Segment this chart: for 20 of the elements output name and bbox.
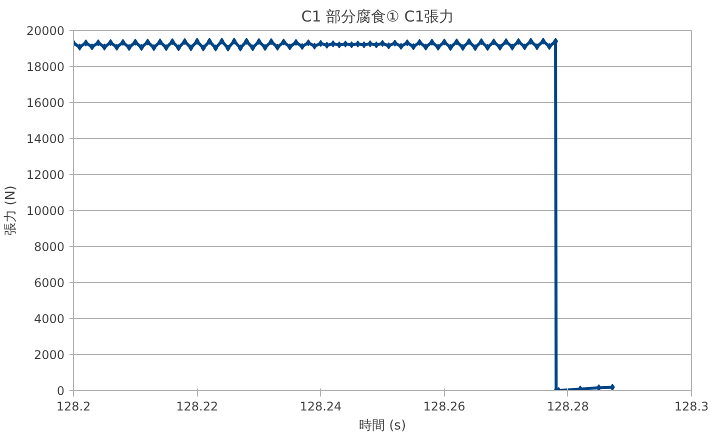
x-axis-title: 時間 (s) (358, 418, 406, 434)
y-tick-label: 12000 (26, 168, 65, 182)
chart-title: C1 部分腐食① C1張力 (301, 8, 454, 26)
y-tick-label: 4000 (34, 312, 65, 326)
x-tick-label: 128.22 (176, 400, 218, 414)
y-tick-label: 20000 (26, 24, 65, 38)
x-tick-label: 128.26 (423, 400, 466, 414)
x-tick-label: 128.3 (674, 400, 709, 414)
y-tick-label: 10000 (26, 204, 65, 218)
y-tick-label: 14000 (26, 132, 65, 146)
x-tick-label: 128.24 (300, 400, 342, 414)
x-tick-label: 128.2 (56, 400, 91, 414)
x-tick-label: 128.28 (546, 400, 589, 414)
y-tick-label: 18000 (26, 60, 65, 74)
y-tick-label: 6000 (34, 276, 65, 290)
y-tick-label: 2000 (34, 348, 65, 362)
y-tick-label: 16000 (26, 96, 65, 110)
y-tick-label: 8000 (34, 240, 65, 254)
y-axis-title: 張力 (N) (3, 185, 18, 236)
y-tick-label: 0 (56, 384, 65, 398)
